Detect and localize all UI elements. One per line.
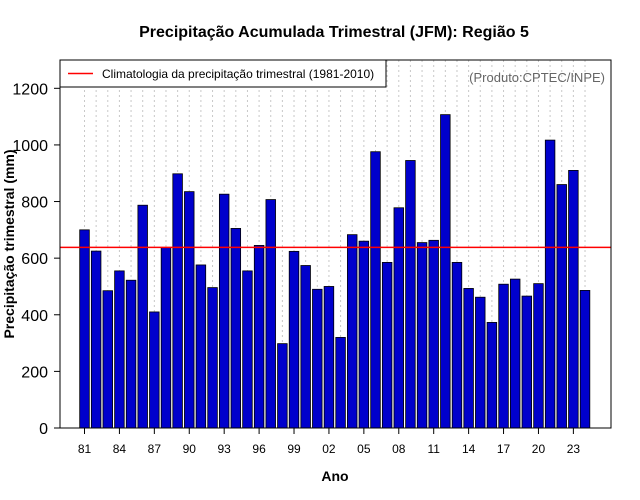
x-tick-label: 08 — [392, 442, 406, 456]
bar-2006 — [370, 151, 381, 429]
x-tick-label: 87 — [148, 442, 162, 456]
chart-title: Precipitação Acumulada Trimestral (JFM):… — [139, 24, 529, 41]
bar-1989 — [172, 173, 183, 429]
x-tick-label: 90 — [183, 442, 197, 456]
bar-2022 — [556, 184, 567, 429]
bar-2005 — [358, 240, 370, 429]
bar-1981 — [79, 229, 90, 429]
bar-2008 — [393, 207, 404, 429]
y-axis-label: Precipitação trimestral (mm) — [1, 149, 17, 338]
bars — [79, 114, 591, 429]
bar-2015 — [475, 296, 486, 429]
x-tick-label: 96 — [252, 442, 266, 456]
bar-2003 — [335, 337, 346, 429]
bar-1992 — [207, 287, 218, 429]
bar-1982 — [90, 250, 102, 429]
bar-2019 — [521, 295, 533, 429]
y-tick-label: 200 — [21, 364, 48, 381]
bar-2010 — [416, 242, 428, 429]
bar-1984 — [114, 270, 125, 429]
y-tick-label: 400 — [21, 308, 48, 325]
x-tick-label: 84 — [113, 442, 127, 456]
bar-1987 — [149, 311, 160, 429]
bar-1990 — [184, 191, 195, 429]
x-tick-label: 11 — [427, 442, 440, 456]
bar-2001 — [312, 288, 323, 429]
bar-1983 — [102, 290, 113, 429]
x-tick-label: 93 — [218, 442, 232, 456]
bar-1999 — [288, 250, 300, 429]
bar-2016 — [486, 322, 498, 429]
bar-1993 — [218, 193, 230, 429]
bar-1988 — [160, 246, 172, 429]
y-axis: 0 200 400 600 800 1000 1200 — [12, 81, 60, 438]
bar-2014 — [463, 288, 474, 429]
bar-2013 — [451, 261, 463, 429]
bar-2009 — [405, 160, 416, 429]
x-tick-label: 14 — [462, 442, 476, 456]
legend-box — [59, 59, 387, 88]
bar-1995 — [242, 270, 253, 429]
x-tick-label: 02 — [322, 442, 336, 456]
bar-1996 — [253, 245, 265, 429]
x-tick-label: 17 — [497, 442, 511, 456]
bar-2021 — [544, 139, 556, 429]
x-tick-label: 20 — [532, 442, 546, 456]
bar-2024 — [579, 290, 591, 429]
bar-1998 — [277, 343, 288, 429]
bar-2000 — [300, 265, 311, 429]
x-axis-label: Ano — [321, 468, 348, 484]
x-tick-label: 05 — [357, 442, 371, 456]
bar-2017 — [498, 283, 509, 429]
y-tick-label: 800 — [21, 195, 48, 212]
y-tick-label: 1000 — [12, 138, 48, 155]
bar-2018 — [509, 278, 521, 429]
bar-2002 — [323, 286, 335, 429]
bar-1986 — [137, 204, 148, 429]
credit-text: (Produto:CPTEC/INPE) — [469, 70, 605, 85]
bar-2011 — [428, 239, 439, 429]
x-axis: 81 84 87 90 93 96 99 02 05 08 11 14 17 20 23 — [78, 428, 581, 456]
bar-2007 — [381, 261, 393, 429]
x-tick-label: 81 — [78, 442, 92, 456]
bar-2023 — [568, 169, 579, 429]
bar-1991 — [195, 264, 207, 429]
bar-2004 — [347, 234, 358, 429]
bar-1997 — [265, 199, 276, 429]
bar-1985 — [125, 279, 137, 429]
legend-label: Climatologia da precipitação trimestral … — [102, 67, 374, 81]
x-tick-label: 99 — [287, 442, 301, 456]
x-tick-label: 23 — [567, 442, 581, 456]
y-tick-label: 600 — [21, 251, 48, 268]
bar-2020 — [533, 283, 544, 429]
bar-1994 — [230, 228, 242, 429]
y-tick-label: 0 — [39, 421, 48, 438]
bar-2012 — [440, 114, 451, 429]
y-tick-label: 1200 — [12, 81, 48, 98]
legend: Climatologia da precipitação trimestral … — [59, 59, 387, 88]
grid-lines — [84, 60, 586, 428]
